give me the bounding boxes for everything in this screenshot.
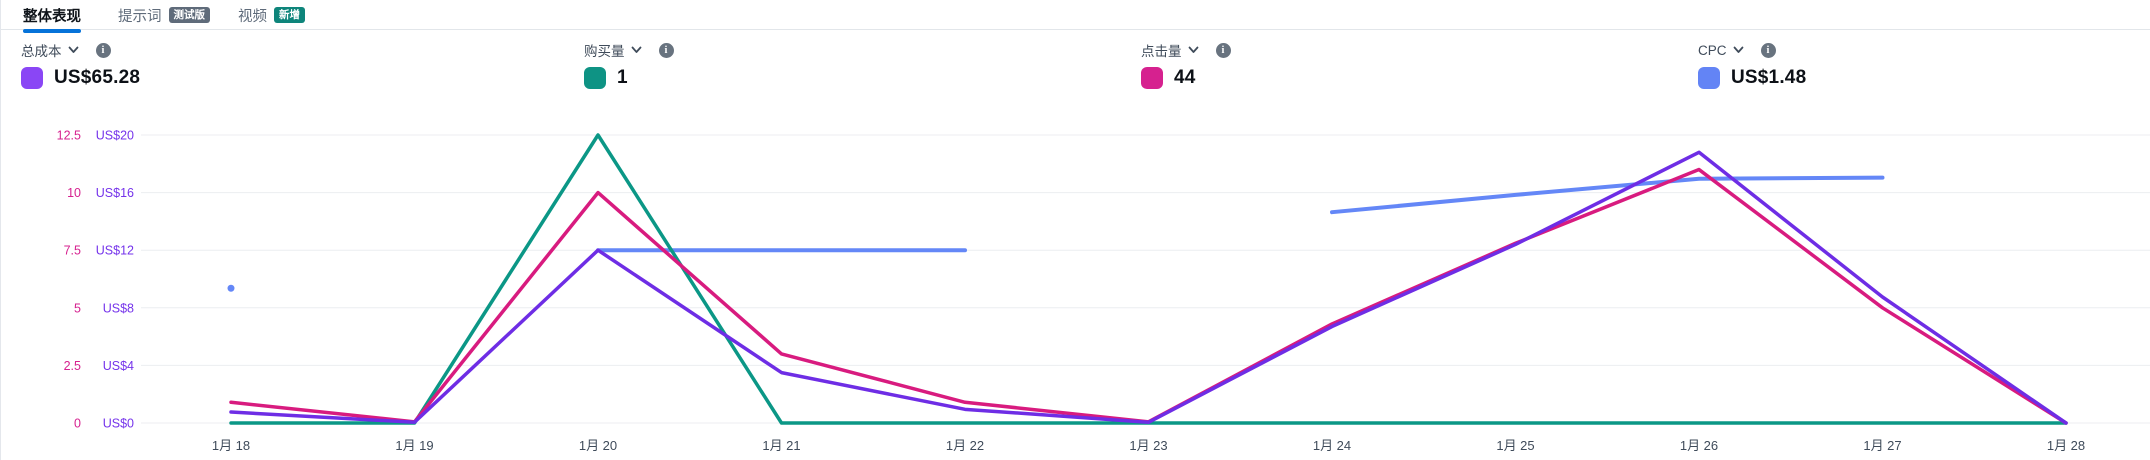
- metric-card-total-cost: 总成本 US$65.28: [21, 40, 351, 89]
- x-axis-tick: 1月 24: [1313, 438, 1351, 453]
- y-axis-tick-secondary: US$12: [96, 244, 134, 258]
- y-axis-tick-primary: 12.5: [57, 129, 81, 143]
- metric-clicks-label: 点击量: [1141, 44, 1182, 59]
- metric-card-clicks: 点击量 44: [1141, 40, 1471, 89]
- x-axis-tick: 1月 21: [762, 438, 800, 453]
- legend-swatch-clicks: [1141, 67, 1163, 89]
- chevron-down-icon[interactable]: [631, 46, 642, 54]
- y-axis-tick-primary: 2.5: [64, 359, 81, 373]
- x-axis-tick: 1月 18: [212, 438, 250, 453]
- active-tab-underline: [23, 29, 81, 33]
- x-axis-tick: 1月 25: [1496, 438, 1534, 453]
- x-axis-tick: 1月 28: [2047, 438, 2085, 453]
- tab-overall-performance-label: 整体表现: [23, 8, 81, 25]
- metric-purchases-value: 1: [617, 67, 628, 88]
- y-axis-tick-secondary: US$4: [103, 359, 134, 373]
- metric-card-cpc: CPC US$1.48: [1698, 40, 2028, 89]
- x-axis-tick: 1月 26: [1680, 438, 1718, 453]
- beta-badge: 测试版: [168, 7, 210, 23]
- tab-video[interactable]: 视频 新增: [238, 3, 305, 27]
- info-icon[interactable]: [95, 42, 111, 58]
- tab-overall-performance[interactable]: 整体表现: [23, 3, 81, 33]
- x-axis-tick: 1月 20: [579, 438, 617, 453]
- chevron-down-icon[interactable]: [1188, 46, 1199, 54]
- legend-swatch-total-cost: [21, 67, 43, 89]
- y-axis-tick-primary: 0: [74, 417, 81, 431]
- metric-total-cost-label: 总成本: [21, 44, 62, 59]
- y-axis-tick-secondary: US$20: [96, 129, 134, 143]
- y-axis-tick-primary: 5: [74, 301, 81, 315]
- tab-prompts[interactable]: 提示词 测试版: [118, 3, 210, 27]
- y-axis-tick-primary: 7.5: [64, 244, 81, 258]
- x-axis-tick: 1月 19: [395, 438, 433, 453]
- y-axis-tick-secondary: US$0: [103, 417, 134, 431]
- x-axis-tick: 1月 22: [946, 438, 984, 453]
- series-line-total-cost: [229, 150, 2068, 425]
- chevron-down-icon[interactable]: [1733, 46, 1744, 54]
- data-point-cpc: [227, 284, 235, 292]
- info-icon[interactable]: [1215, 42, 1231, 58]
- series-line-cpc: [1330, 175, 1885, 215]
- metric-cpc-value: US$1.48: [1731, 67, 1807, 88]
- metric-cpc-label: CPC: [1698, 42, 1727, 58]
- legend-swatch-purchases: [584, 67, 606, 89]
- new-badge: 新增: [274, 7, 305, 23]
- x-axis-tick: 1月 23: [1129, 438, 1167, 453]
- legend-swatch-cpc: [1698, 67, 1720, 89]
- metric-purchases-label: 购买量: [584, 44, 625, 59]
- metric-clicks-value: 44: [1174, 67, 1196, 88]
- tab-prompts-label: 提示词: [118, 8, 162, 25]
- chevron-down-icon[interactable]: [68, 46, 79, 54]
- info-icon[interactable]: [658, 42, 674, 58]
- tab-video-label: 视频: [238, 8, 267, 25]
- y-axis-tick-secondary: US$8: [103, 301, 134, 315]
- y-axis-tick-secondary: US$16: [96, 186, 134, 200]
- x-axis-tick: 1月 27: [1863, 438, 1901, 453]
- tab-bar: 整体表现 提示词 测试版 视频 新增: [1, 0, 2150, 33]
- series-line-clicks: [229, 167, 2068, 425]
- metric-card-purchases: 购买量 1: [584, 40, 914, 89]
- info-icon[interactable]: [1760, 42, 1776, 58]
- y-axis-tick-primary: 10: [67, 186, 81, 200]
- metric-total-cost-value: US$65.28: [54, 67, 141, 88]
